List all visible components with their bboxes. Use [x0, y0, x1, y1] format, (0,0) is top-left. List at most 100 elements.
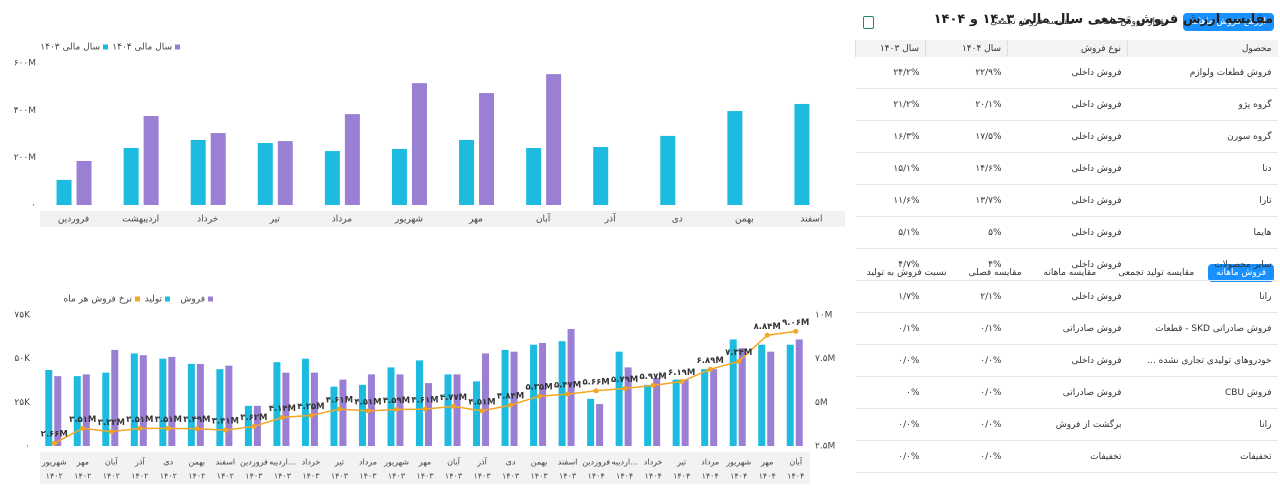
x-tick-year: ۱۴۰۴	[645, 472, 662, 481]
y-tick-label: ۱۰M	[815, 311, 832, 321]
x-tick-label: اسفند	[558, 458, 578, 467]
bar	[45, 370, 53, 446]
column-header: محصول	[1127, 40, 1278, 57]
table-cell: تخفیفات	[1007, 440, 1128, 473]
tab[interactable]: مقایسه فروش تجمعی	[990, 17, 1074, 27]
legend-label: سال مالی ۱۴۰۳	[40, 43, 100, 53]
x-tick-year: ۱۴۰۳	[359, 472, 377, 481]
data-label: ۵.۴۷M	[554, 381, 581, 391]
x-tick-year: ۱۴۰۳	[331, 472, 349, 481]
bar	[130, 353, 138, 446]
charts: ۰ ۲۰۰M ۴۰۰M ۶۰۰M فروردین اردیبهشت خرداد تیر مردا…	[14, 43, 845, 484]
x-tick-label: مهر	[76, 458, 89, 467]
y-tick-label: ۵M	[815, 398, 828, 408]
legend-swatch	[135, 296, 140, 302]
table-cell: فروش صادراتی	[1007, 376, 1128, 409]
bar	[710, 369, 718, 446]
table-cell: برگشت از فروش	[1007, 408, 1128, 441]
x-tick-label: دی	[506, 458, 516, 467]
bar	[310, 372, 318, 446]
x-tick-label: بهمن	[735, 215, 754, 225]
x-tick-year: ۱۴۰۳	[559, 472, 577, 481]
table-row: سایر محصولات فروش داخلی ۴% ۴/۷%	[855, 248, 1278, 281]
table-cell: ۰/۰%	[855, 408, 926, 441]
table-row: فروش CBU فروش صادراتی ۰/۰% ۰%	[855, 376, 1278, 409]
bar	[111, 349, 119, 446]
data-label: ۳.۴۹M	[183, 415, 210, 425]
x-tick-year: ۱۴۰۲	[131, 472, 148, 481]
bar	[530, 344, 538, 446]
bar	[76, 160, 92, 205]
x-tick-label: دی	[163, 458, 173, 467]
x-tick-year: ۱۴۰۳	[302, 472, 320, 481]
data-label: ۴.۶۱M	[326, 396, 353, 406]
bar	[273, 362, 281, 446]
bar	[190, 139, 206, 205]
bar	[459, 139, 475, 205]
x-tick-year: ۱۴۰۴	[730, 472, 747, 481]
bar	[411, 83, 427, 205]
table-cell: فروش داخلی	[1007, 280, 1128, 313]
data-label: ۶.۸۹M	[697, 356, 724, 366]
x-tick-year: ۱۴۰۲	[103, 472, 120, 481]
data-label: ۸.۸۴M	[754, 322, 781, 332]
x-tick-label: مهر	[760, 458, 773, 467]
table-row: رانا فروش داخلی ۲/۱% ۱/۷%	[855, 280, 1278, 313]
line-point	[194, 426, 200, 432]
x-tick-label: آذر	[134, 457, 145, 467]
tab[interactable]: مقدار فروش ماهانه	[1095, 17, 1170, 27]
x-tick-year: ۱۴۰۲	[188, 472, 205, 481]
x-tick-label: بهمن	[531, 458, 548, 467]
data-label: ۹.۰۶M	[782, 318, 809, 328]
tab[interactable]: ارزش فروش ماهانه	[1183, 13, 1274, 31]
data-label: ۴.۶۱M	[411, 396, 438, 406]
data-label: ۷.۳۴M	[725, 348, 752, 358]
table-cell: خودروهای تولیدی تجاری نشده ...	[1127, 344, 1278, 377]
table-cell: فروش داخلی	[1007, 120, 1128, 153]
bar	[727, 111, 743, 205]
table-row: تارا فروش داخلی ۱۳/۷% ۱۱/۶%	[855, 184, 1278, 217]
x-tick-label: شهریور	[41, 458, 67, 467]
x-tick-label: شهریور	[394, 215, 423, 225]
table-cell: رانا	[1127, 280, 1278, 313]
line-point	[137, 425, 143, 431]
line-point	[393, 406, 399, 412]
bar	[795, 339, 803, 446]
bar	[510, 351, 518, 446]
table-cell: فروش CBU	[1127, 376, 1278, 409]
export-icon[interactable]	[863, 16, 874, 29]
bar	[615, 351, 623, 446]
line-point	[451, 403, 457, 409]
x-tick-label: فروردین	[58, 215, 89, 225]
y-tick-label: ۲۰۰M	[14, 153, 36, 163]
bar	[339, 379, 347, 446]
bar	[425, 383, 432, 446]
data-label: ۴.۷۷M	[440, 393, 467, 403]
table-cell: فروش داخلی	[1007, 248, 1128, 281]
y-tick-label: ۲۵K	[14, 398, 31, 408]
x-tick-year: ۱۴۰۳	[473, 472, 491, 481]
bar	[56, 179, 72, 205]
bar	[758, 344, 766, 446]
data-label: ۳.۴۱M	[212, 417, 239, 427]
data-label: ۵.۳۵M	[525, 383, 552, 393]
table-row: فروش صادراتی SKD - قطعات فروش صادراتی ۰/۱%…	[855, 312, 1278, 345]
line-point	[365, 408, 371, 414]
bar	[277, 141, 293, 205]
data-label: ۲.۶۶M	[41, 430, 68, 440]
bar	[653, 377, 661, 446]
line-point	[108, 429, 114, 435]
table-panel: مقایسه ارزش فروش تجمعی سال مالی ۱۴۰۳ و ۱…	[855, 0, 1278, 496]
bar	[539, 342, 547, 446]
table-cell: تارا	[1127, 184, 1278, 217]
table-cell: فروش داخلی	[1007, 216, 1128, 249]
table-cell: ۴%	[925, 248, 1008, 281]
data-label: ۴.۱۴M	[269, 404, 296, 414]
data-label: ۳.۳۲M	[98, 418, 125, 428]
table-cell: ۰/۰%	[855, 440, 926, 473]
table-cell: ۵%	[925, 216, 1008, 249]
line-point	[793, 328, 799, 334]
bar	[501, 349, 509, 446]
table-cell: ۲۴/۲%	[855, 57, 926, 89]
